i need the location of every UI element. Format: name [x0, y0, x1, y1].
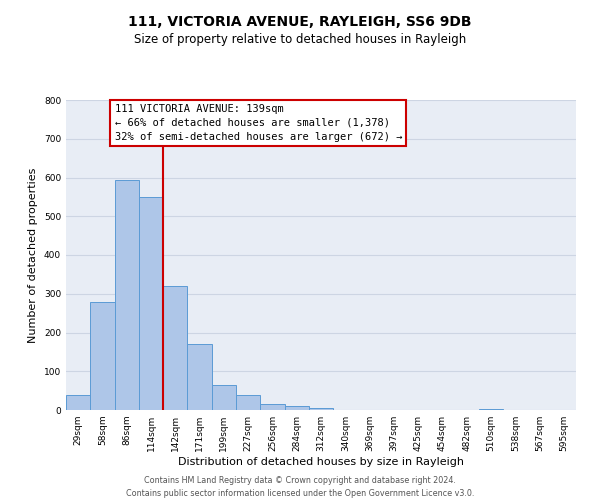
- Bar: [212, 385, 236, 410]
- Bar: [260, 404, 284, 410]
- Text: 111, VICTORIA AVENUE, RAYLEIGH, SS6 9DB: 111, VICTORIA AVENUE, RAYLEIGH, SS6 9DB: [128, 15, 472, 29]
- Bar: [139, 197, 163, 410]
- Bar: [115, 180, 139, 410]
- Bar: [163, 286, 187, 410]
- Text: Contains HM Land Registry data © Crown copyright and database right 2024.
Contai: Contains HM Land Registry data © Crown c…: [126, 476, 474, 498]
- Bar: [90, 302, 115, 410]
- Bar: [284, 406, 309, 410]
- Bar: [187, 344, 212, 410]
- Bar: [236, 396, 260, 410]
- X-axis label: Distribution of detached houses by size in Rayleigh: Distribution of detached houses by size …: [178, 457, 464, 467]
- Bar: [479, 409, 503, 410]
- Bar: [66, 396, 90, 410]
- Text: 111 VICTORIA AVENUE: 139sqm
← 66% of detached houses are smaller (1,378)
32% of : 111 VICTORIA AVENUE: 139sqm ← 66% of det…: [115, 104, 402, 142]
- Text: Size of property relative to detached houses in Rayleigh: Size of property relative to detached ho…: [134, 32, 466, 46]
- Bar: [309, 408, 333, 410]
- Y-axis label: Number of detached properties: Number of detached properties: [28, 168, 38, 342]
